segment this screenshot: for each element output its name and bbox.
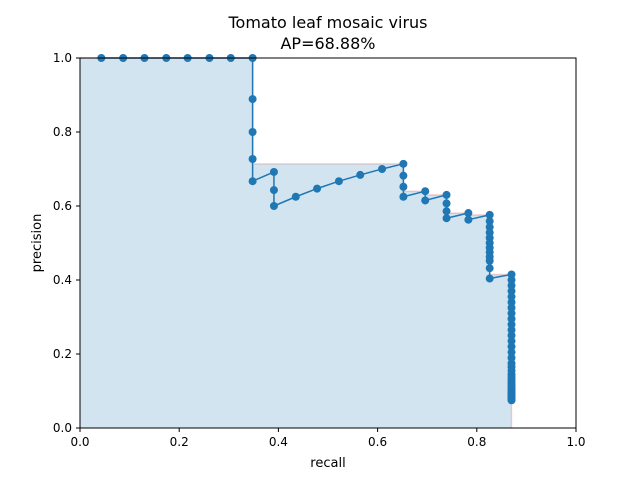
data-point: [442, 207, 451, 216]
data-point: [485, 264, 494, 273]
data-point: [399, 171, 408, 180]
y-tick-label: 0.4: [53, 273, 72, 287]
data-point: [507, 348, 516, 357]
data-point: [269, 186, 278, 195]
x-tick-label: 0.2: [170, 435, 189, 449]
data-point: [507, 342, 516, 351]
data-point: [507, 270, 516, 279]
data-point: [399, 192, 408, 201]
data-point: [507, 287, 516, 296]
data-point: [269, 167, 278, 176]
x-axis-label: recall: [310, 456, 345, 471]
data-point: [485, 217, 494, 226]
axes-frame: [79, 57, 577, 429]
data-point: [248, 177, 257, 186]
y-tick-label: 0.2: [53, 347, 72, 361]
data-point: [485, 274, 494, 283]
data-point: [485, 256, 494, 265]
data-point: [507, 337, 516, 346]
data-point: [507, 331, 516, 340]
data-point: [313, 184, 322, 193]
data-point: [378, 165, 387, 173]
data-point: [507, 320, 516, 329]
data-point: [464, 209, 473, 218]
data-point: [291, 192, 300, 201]
data-point: [485, 210, 494, 219]
y-axis-label: precision: [30, 214, 45, 273]
y-tick-label: 0.8: [53, 125, 72, 139]
data-point: [507, 325, 516, 334]
data-point: [464, 215, 473, 224]
y-tick-label: 0.6: [53, 199, 72, 213]
data-point: [442, 214, 451, 223]
x-axis: 0.0 0.2 0.4 0.6 0.8 1.0: [70, 428, 586, 449]
data-point: [421, 196, 430, 205]
x-tick-label: 0.0: [70, 435, 89, 449]
data-point: [356, 170, 365, 179]
data-point: [507, 276, 516, 284]
data-point: [248, 128, 257, 136]
chart-title: Tomato leaf mosaic virus: [227, 13, 427, 32]
y-tick-label: 1.0: [53, 51, 72, 65]
data-point: [507, 309, 516, 318]
data-point: [269, 202, 278, 210]
data-point: [442, 199, 451, 208]
plot-area: [80, 54, 516, 428]
area-fill: [80, 58, 512, 428]
data-point: [399, 159, 408, 168]
chart-subtitle: AP=68.88%: [280, 34, 375, 53]
data-point: [421, 187, 430, 196]
data-point: [507, 353, 516, 362]
data-point: [507, 396, 516, 405]
data-point: [248, 95, 257, 104]
y-axis: 0.0 0.2 0.4 0.6 0.8 1.0: [53, 51, 80, 435]
x-tick-label: 0.8: [467, 435, 486, 449]
data-point: [507, 281, 516, 290]
data-point: [507, 298, 516, 307]
y-tick-label: 0.0: [53, 421, 72, 435]
data-point: [507, 314, 516, 323]
data-point: [485, 223, 494, 232]
data-point: [334, 177, 343, 186]
data-point: [442, 190, 451, 199]
data-point: [507, 303, 516, 312]
data-point: [248, 155, 257, 164]
data-point: [399, 182, 408, 191]
data-point: [507, 292, 516, 301]
x-tick-label: 1.0: [566, 435, 585, 449]
x-tick-label: 0.6: [368, 435, 387, 449]
x-tick-label: 0.4: [269, 435, 288, 449]
